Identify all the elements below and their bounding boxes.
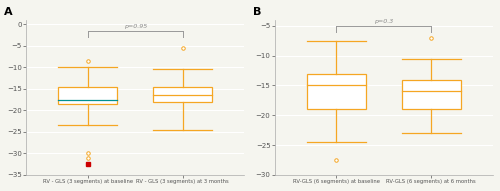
Bar — [402, 79, 461, 109]
Bar — [58, 87, 117, 104]
Text: p=0.3: p=0.3 — [374, 19, 394, 24]
Text: p=0.95: p=0.95 — [124, 24, 147, 29]
Text: A: A — [4, 7, 13, 17]
Bar — [307, 74, 366, 109]
Text: B: B — [253, 7, 261, 17]
Bar — [154, 87, 212, 102]
